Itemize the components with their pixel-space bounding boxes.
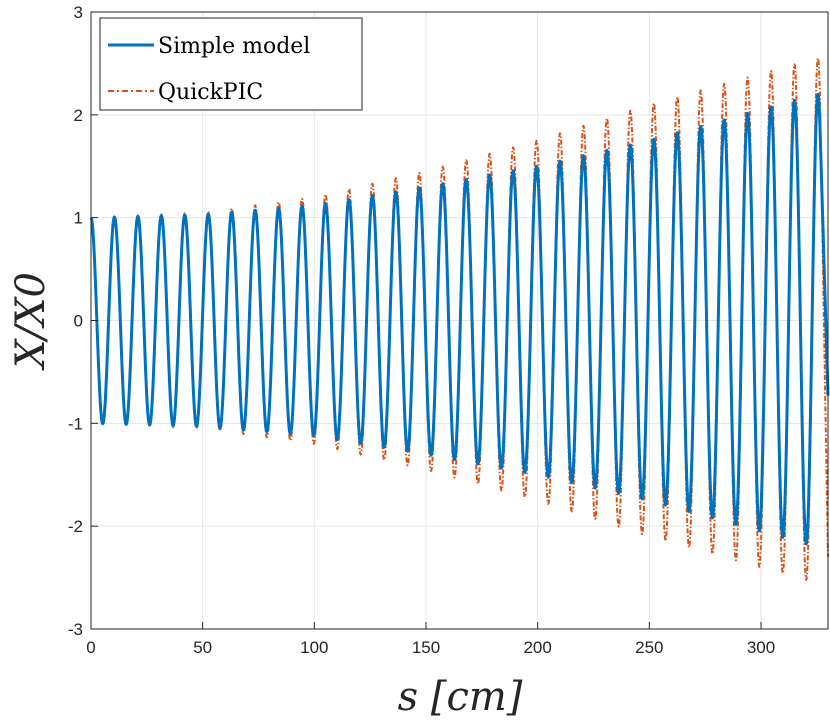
x-tick-label: 250: [635, 638, 663, 657]
x-tick-label: 0: [86, 638, 95, 657]
y-axis-label-group: X/X0: [8, 272, 54, 371]
ticks: 0 50 100 150 200 250 300 3 2 1 0 -1 -2 -3: [68, 3, 775, 657]
x-tick-label: 200: [523, 638, 551, 657]
y-tick-label: -1: [68, 414, 83, 433]
y-axis-label: X/X0: [8, 272, 54, 371]
y-tick-label: 3: [74, 3, 83, 22]
x-tick-label: 50: [193, 638, 212, 657]
x-tick-label: 100: [300, 638, 328, 657]
series-line-simple-model: [89, 92, 830, 546]
y-tick-label: -2: [68, 517, 83, 536]
y-tick-label: 2: [74, 106, 83, 125]
x-tick-label: 150: [412, 638, 440, 657]
legend-box: [99, 17, 363, 111]
legend: Simple model QuickPIC: [99, 17, 363, 111]
y-tick-label: 1: [74, 209, 83, 228]
y-tick-label: -3: [68, 620, 83, 639]
legend-label-simple-model: Simple model: [158, 34, 310, 59]
y-tick-label: 0: [74, 312, 83, 331]
x-tick-label: 300: [747, 638, 775, 657]
x-axis-label: s [cm]: [398, 674, 523, 720]
series-layer: [89, 57, 830, 581]
legend-label-quickpic: QuickPIC: [158, 80, 263, 105]
series-line-quickpic: [90, 57, 829, 581]
